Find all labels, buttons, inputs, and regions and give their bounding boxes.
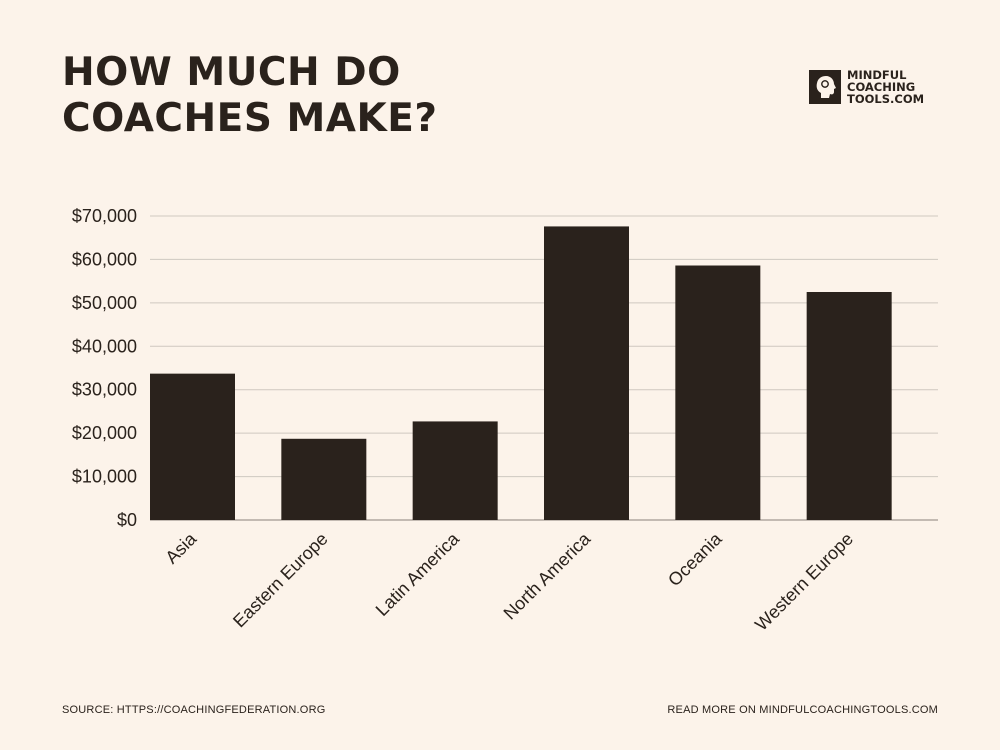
brand-wordmark: MINDFUL COACHING TOOLS.COM (847, 69, 924, 105)
bar-north-america (544, 226, 629, 520)
title-line-1: HOW MUCH DO (62, 50, 401, 95)
brand-logo: MINDFUL COACHING TOOLS.COM (809, 69, 924, 105)
x-tick-label: Latin America (372, 528, 464, 620)
x-tick-label: Oceania (664, 528, 726, 590)
bars (150, 226, 892, 520)
bar-eastern-europe (281, 438, 367, 520)
page-title: HOW MUCH DO COACHES MAKE? (62, 50, 622, 142)
y-tick-label: $30,000 (72, 380, 137, 400)
y-tick-label: $60,000 (72, 249, 137, 269)
brand-line-1: MINDFUL (847, 68, 907, 82)
x-tick-label: Eastern Europe (229, 529, 332, 632)
brand-line-2: COACHING (847, 80, 916, 94)
source-note: SOURCE: HTTPS://COACHINGFEDERATION.ORG (62, 704, 326, 716)
y-tick-label: $70,000 (72, 206, 137, 226)
y-tick-label: $10,000 (72, 467, 137, 487)
brand-line-3: TOOLS.COM (847, 92, 925, 106)
bar-latin-america (412, 421, 498, 520)
y-tick-label: $40,000 (72, 336, 137, 356)
read-more-link[interactable]: READ MORE ON MINDFULCOACHINGTOOLS.COM (667, 704, 938, 716)
bar-western-europe (806, 292, 892, 520)
bar-asia (150, 373, 235, 520)
y-tick-label: $50,000 (72, 293, 137, 313)
x-tick-label: Western Europe (751, 529, 857, 635)
y-axis-ticks: $0 $10,000 $20,000 $30,000 $40,000 $50,000 $60… (72, 206, 137, 530)
title-line-2: COACHES MAKE? (62, 96, 438, 141)
x-axis-ticks: Asia Eastern Europe Latin America North Ame… (161, 528, 857, 635)
x-tick-label: Asia (161, 528, 201, 568)
bar-chart: $0 $10,000 $20,000 $30,000 $40,000 $50,000 $60… (72, 206, 938, 635)
y-tick-label: $0 (117, 510, 137, 530)
y-tick-label: $20,000 (72, 423, 137, 443)
x-tick-label: North America (500, 528, 595, 623)
head-silhouette-icon (809, 70, 841, 104)
bar-oceania (675, 265, 761, 520)
